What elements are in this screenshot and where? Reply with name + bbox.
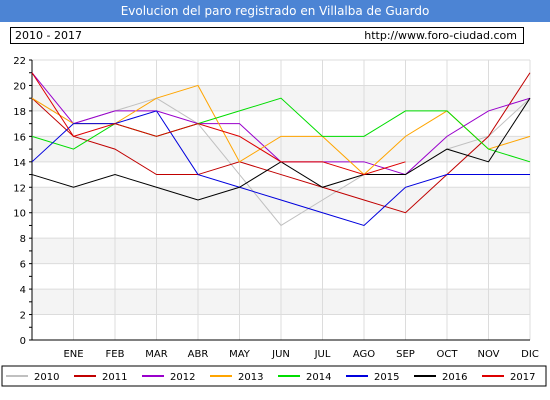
y-tick-label: 16 [13,132,26,143]
legend-label-2010: 2010 [34,372,59,383]
x-tick-label: JUN [271,349,290,360]
x-tick-label: FEB [106,349,125,360]
x-tick-label: MAR [145,349,167,360]
info-box: 2010 - 2017 http://www.foro-ciudad.com [10,27,524,44]
y-tick-label: 8 [20,234,26,245]
x-tick-label: MAY [229,349,251,360]
grid-lines [31,59,531,341]
y-tick-label: 2 [20,311,26,322]
x-tick-label: SEP [396,349,415,360]
y-tick-label: 6 [20,260,26,271]
series-lines [31,72,531,227]
x-tick-label: DIC [521,349,539,360]
series-line-2017 [31,72,406,176]
legend-label-2011: 2011 [102,372,127,383]
axes [29,59,530,341]
y-tick-label: 14 [13,158,26,169]
legend-label-2012: 2012 [170,372,195,383]
y-tick-label: 18 [13,107,26,118]
x-tick-label: ENE [63,349,83,360]
legend-label-2014: 2014 [306,372,331,383]
legend: 2010 2011 2012 2013 2014 2015 2016 2017 [1,365,547,387]
y-axis-ticks: 0 2 4 6 8 10 12 14 16 18 20 22 [13,56,26,347]
y-tick-label: 0 [20,336,26,347]
y-tick-label: 20 [13,81,26,92]
x-tick-label: NOV [477,349,499,360]
source-url: http://www.foro-ciudad.com [364,29,517,42]
x-axis-ticks: ENE FEB MAR ABR MAY JUN JUL AGO SEP OCT NOV DIC [63,349,538,360]
y-tick-label: 4 [20,285,26,296]
legend-label-2013: 2013 [238,372,263,383]
legend-label-2017: 2017 [510,372,535,383]
x-tick-label: ABR [188,349,209,360]
chart-title: Evolucion del paro registrado en Villalb… [0,0,550,22]
x-tick-label: JUL [314,349,331,360]
y-tick-label: 22 [13,56,26,67]
legend-box [1,365,547,387]
y-tick-label: 10 [13,209,26,220]
period-label: 2010 - 2017 [15,29,82,42]
legend-label-2015: 2015 [374,372,399,383]
y-tick-label: 12 [13,183,26,194]
legend-label-2016: 2016 [442,372,467,383]
x-tick-label: AGO [353,349,375,360]
x-tick-label: OCT [437,349,459,360]
